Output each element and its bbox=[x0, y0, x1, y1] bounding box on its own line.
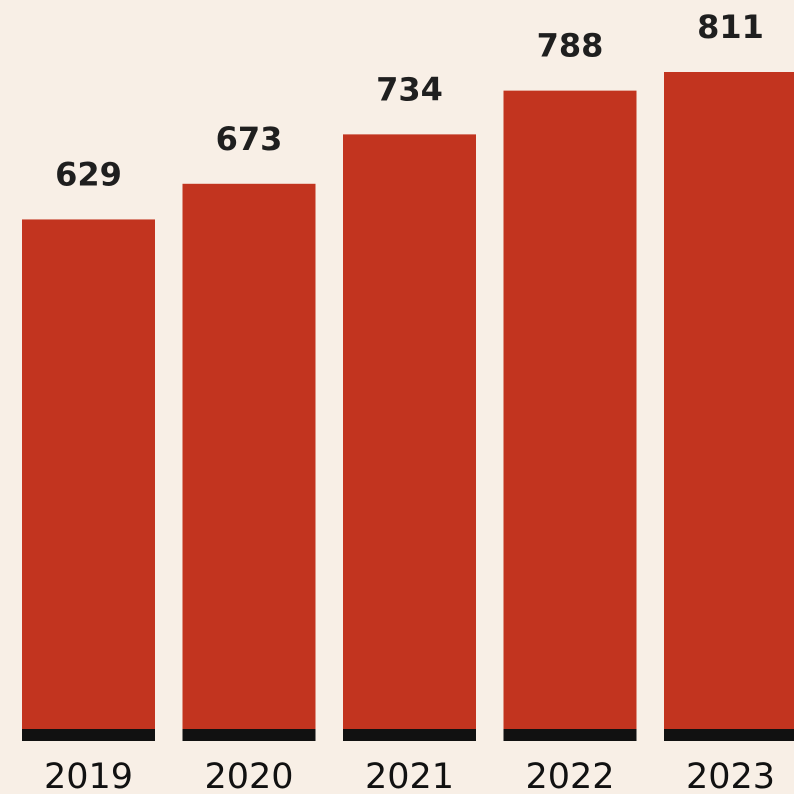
x-tick-label-2022: 2022 bbox=[525, 757, 614, 794]
value-label-2023: 811 bbox=[697, 8, 764, 46]
x-tick-label-2021: 2021 bbox=[365, 757, 454, 794]
bar-2023 bbox=[664, 72, 794, 729]
bar-2022 bbox=[503, 90, 637, 729]
baseline-layer bbox=[22, 729, 794, 741]
x-tick-label-2020: 2020 bbox=[204, 757, 293, 794]
value-label-2022: 788 bbox=[537, 27, 604, 65]
value-label-2021: 734 bbox=[376, 70, 443, 108]
bar-2021 bbox=[343, 134, 476, 729]
bar-baseline-2023 bbox=[664, 729, 794, 741]
value-label-2019: 629 bbox=[55, 155, 122, 193]
bar-baseline-2022 bbox=[503, 729, 637, 741]
bar-2019 bbox=[22, 219, 155, 730]
bar-baseline-2021 bbox=[343, 729, 476, 741]
x-tick-label-2019: 2019 bbox=[44, 757, 133, 794]
value-label-2020: 673 bbox=[216, 120, 283, 158]
value-labels-layer: 629 673 734 788 811 bbox=[55, 8, 764, 193]
bar-baseline-2019 bbox=[22, 729, 155, 741]
bar-2020 bbox=[182, 183, 316, 730]
bar-baseline-2020 bbox=[182, 729, 316, 741]
x-tick-label-2023: 2023 bbox=[686, 757, 775, 794]
bars-layer bbox=[22, 72, 794, 730]
tick-labels-layer: 2019 2020 2021 2022 2023 bbox=[44, 757, 775, 794]
